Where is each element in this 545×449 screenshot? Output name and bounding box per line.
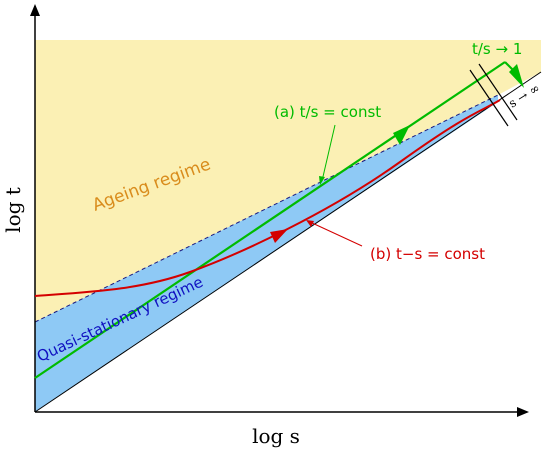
break-mark-1	[469, 69, 509, 127]
curve-a-label: (a) t/s = const	[274, 103, 381, 121]
curve-b-label: (b) t−s = const	[370, 245, 485, 263]
limit-ts-label: t/s → 1	[472, 40, 522, 58]
regime-boundary	[34, 94, 499, 323]
curve-a-arrowhead	[393, 125, 410, 145]
curve-a-hook-arrowhead	[509, 64, 524, 88]
curve-a	[34, 61, 506, 379]
label-b-leader-tip	[306, 220, 314, 227]
label-b-leader	[309, 221, 363, 247]
curve-a-hook	[504, 61, 514, 71]
x-axis-label: log s	[252, 424, 300, 448]
break-mark-2	[478, 63, 518, 121]
label-a-leader-tip	[319, 176, 325, 185]
y-axis-label: log t	[1, 187, 25, 233]
ageing-region	[35, 40, 541, 322]
diagonal-line	[34, 71, 542, 413]
curve-b-arrowhead	[270, 229, 288, 243]
label-a-leader	[321, 124, 336, 182]
